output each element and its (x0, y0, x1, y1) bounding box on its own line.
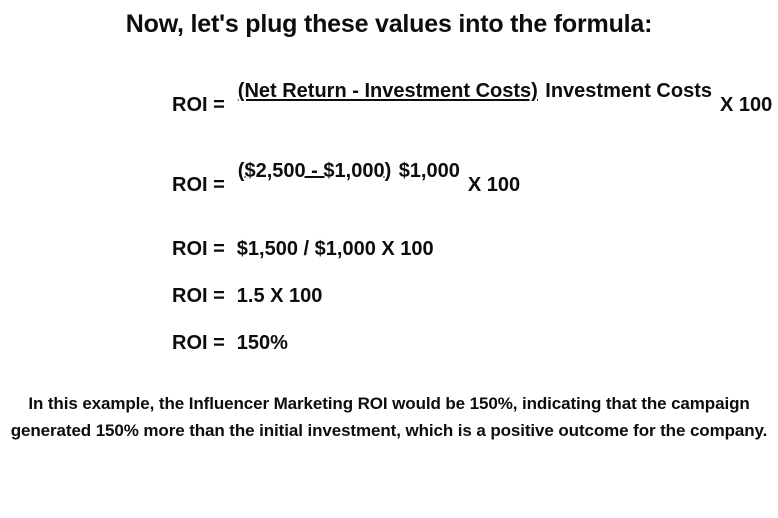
formula-step-1-label: ROI = (172, 94, 225, 116)
formula-step-1-fraction: (Net Return - Investment Costs) Investme… (235, 78, 712, 104)
formula-step-5-label: ROI = (172, 332, 225, 354)
footer-note: In this example, the Influencer Marketin… (10, 394, 768, 440)
formula-step-4-expression: 1.5 X 100 (236, 285, 323, 307)
formula-step-1-multiplier: X 100 (720, 94, 773, 116)
formula-step-3-label: ROI = (172, 238, 225, 260)
formula-step-3: ROI = $1,500 / $1,000 X 100 (172, 236, 434, 262)
formula-step-2-label: ROI = (172, 174, 225, 196)
formula-step-1-numerator: (Net Return - Investment Costs) (237, 80, 538, 102)
formula-step-5: ROI = 150% (172, 330, 288, 356)
formula-step-2-fraction: ($2,500 - $1,000) $1,000 (235, 158, 460, 184)
formula-step-4-label: ROI = (172, 285, 225, 307)
formula-step-5-expression: 150% (236, 332, 288, 354)
formula-step-2-denominator: $1,000 (398, 160, 460, 182)
formula-step-1: ROI = (Net Return - Investment Costs) In… (172, 78, 772, 118)
formula-step-1-denominator: Investment Costs (545, 80, 712, 102)
formula-step-2-multiplier: X 100 (467, 174, 521, 196)
page-title: Now, let's plug these values into the fo… (125, 10, 653, 38)
formula-step-2-numerator: ($2,500 - $1,000) (237, 160, 392, 182)
formula-step-4: ROI = 1.5 X 100 (172, 283, 322, 309)
formula-step-2: ROI = ($2,500 - $1,000) $1,000 X 100 (172, 158, 520, 198)
formula-step-3-expression: $1,500 / $1,000 X 100 (236, 238, 434, 260)
